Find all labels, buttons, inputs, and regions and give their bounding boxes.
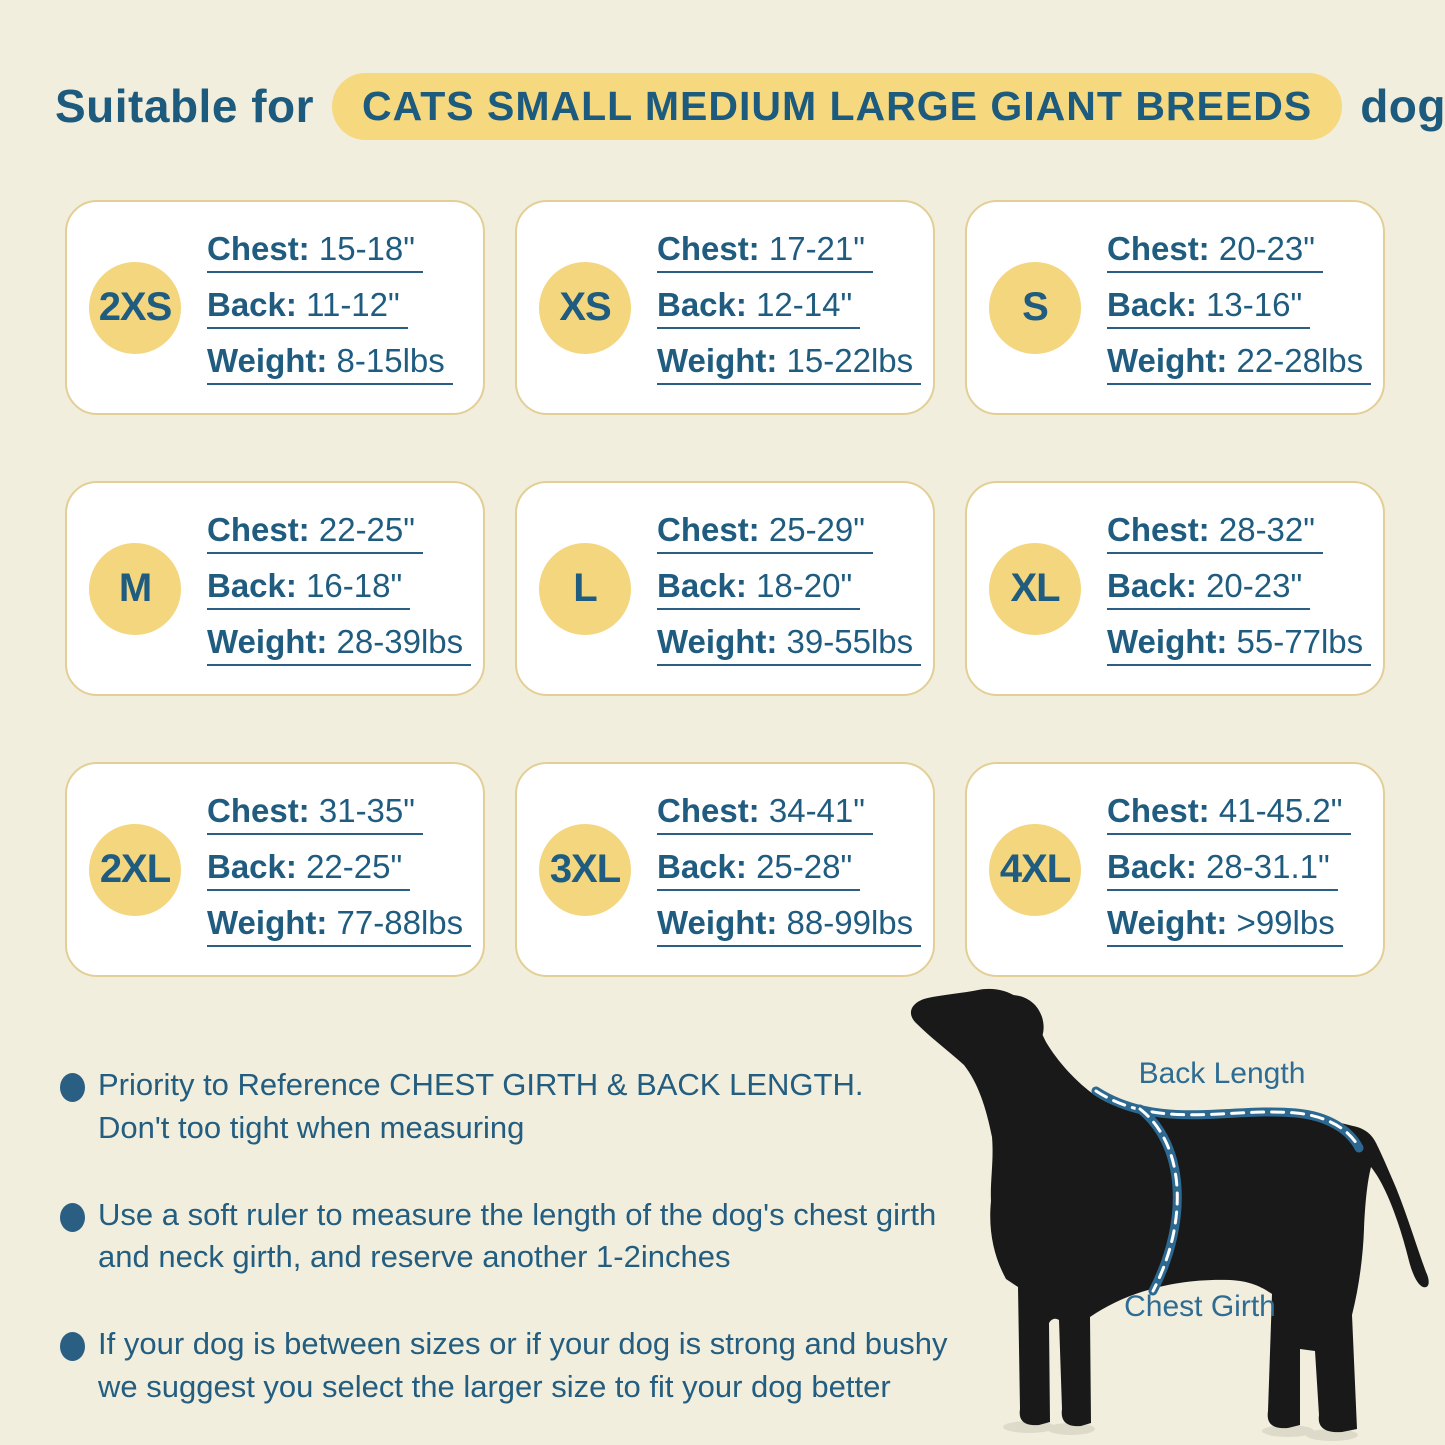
page-title: Suitable for CATS SMALL MEDIUM LARGE GIA…: [55, 68, 1445, 144]
bullet-dot-icon: [60, 1332, 85, 1362]
weight-spec: Weight: 22-28lbs: [1107, 342, 1372, 385]
paw-shadows: [1003, 1421, 1358, 1441]
chest-spec: Chest: 41-45.2": [1107, 792, 1351, 835]
back-spec: Back: 18-20": [657, 567, 861, 610]
weight-spec: Weight: 77-88lbs: [207, 904, 472, 947]
size-specs: Chest: 17-21" Back: 12-14" Weight: 15-22…: [657, 217, 922, 398]
chest-girth-line: [1135, 1104, 1182, 1296]
back-spec: Back: 13-16": [1107, 286, 1311, 329]
weight-spec: Weight: 15-22lbs: [657, 342, 922, 385]
back-spec: Back: 20-23": [1107, 567, 1311, 610]
size-badge: M: [89, 542, 181, 635]
size-specs: Chest: 28-32" Back: 20-23" Weight: 55-77…: [1107, 498, 1372, 679]
chest-spec: Chest: 31-35": [207, 792, 423, 835]
breeds-pill: CATS SMALL MEDIUM LARGE GIANT BREEDS: [332, 72, 1343, 140]
size-card-xs: XS Chest: 17-21" Back: 12-14" Weight: 15…: [515, 200, 935, 415]
size-specs: Chest: 25-29" Back: 18-20" Weight: 39-55…: [657, 498, 922, 679]
size-card-4xl: 4XL Chest: 41-45.2" Back: 28-31.1" Weigh…: [965, 762, 1385, 977]
size-specs: Chest: 41-45.2" Back: 28-31.1" Weight: >…: [1107, 779, 1351, 960]
note-text: Use a soft ruler to measure the length o…: [98, 1196, 937, 1275]
size-specs: Chest: 22-25" Back: 16-18" Weight: 28-39…: [207, 498, 472, 679]
size-specs: Chest: 31-35" Back: 22-25" Weight: 77-88…: [207, 779, 472, 960]
chest-spec: Chest: 15-18": [207, 230, 423, 273]
chest-spec: Chest: 34-41": [657, 792, 873, 835]
note-priority: Priority to Reference CHEST GIRTH & BACK…: [60, 1064, 948, 1150]
title-suffix: dogs: [1360, 80, 1445, 132]
back-spec: Back: 28-31.1": [1107, 848, 1338, 891]
size-card-2xs: 2XS Chest: 15-18" Back: 11-12" Weight: 8…: [65, 200, 485, 415]
size-card-m: M Chest: 22-25" Back: 16-18" Weight: 28-…: [65, 481, 485, 696]
chest-girth-label: Chest Girth: [1124, 1290, 1276, 1323]
back-spec: Back: 25-28": [657, 848, 861, 891]
dog-silhouette: [910, 988, 1429, 1433]
bullet-dot-icon: [60, 1073, 85, 1102]
note-soft-ruler: Use a soft ruler to measure the length o…: [60, 1194, 948, 1280]
size-badge: 3XL: [539, 823, 631, 916]
size-card-2xl: 2XL Chest: 31-35" Back: 22-25" Weight: 7…: [65, 762, 485, 977]
chest-spec: Chest: 17-21": [657, 230, 873, 273]
size-badge: S: [989, 261, 1081, 354]
weight-spec: Weight: 39-55lbs: [657, 623, 922, 666]
chest-spec: Chest: 28-32": [1107, 511, 1323, 554]
size-specs: Chest: 15-18" Back: 11-12" Weight: 8-15l…: [207, 217, 453, 398]
weight-spec: Weight: 8-15lbs: [207, 342, 453, 385]
back-spec: Back: 11-12": [207, 286, 408, 329]
note-text: If your dog is between sizes or if your …: [98, 1326, 948, 1404]
size-card-3xl: 3XL Chest: 34-41" Back: 25-28" Weight: 8…: [515, 762, 935, 977]
weight-spec: Weight: >99lbs: [1107, 904, 1343, 947]
size-badge: XS: [539, 261, 631, 354]
dog-ear: [996, 995, 1044, 1052]
size-cards-grid: 2XS Chest: 15-18" Back: 11-12" Weight: 8…: [65, 200, 1385, 977]
title-prefix: Suitable for: [55, 80, 315, 132]
weight-spec: Weight: 55-77lbs: [1107, 623, 1372, 666]
size-badge: XL: [989, 542, 1081, 635]
back-spec: Back: 12-14": [657, 286, 861, 329]
back-spec: Back: 16-18": [207, 567, 411, 610]
size-badge: L: [539, 542, 631, 635]
chest-spec: Chest: 22-25": [207, 511, 423, 554]
size-specs: Chest: 34-41" Back: 25-28" Weight: 88-99…: [657, 779, 922, 960]
bullet-dot-icon: [60, 1202, 85, 1232]
back-length-label: Back Length: [1139, 1057, 1306, 1090]
chest-spec: Chest: 25-29": [657, 511, 873, 554]
size-card-xl: XL Chest: 28-32" Back: 20-23" Weight: 55…: [965, 481, 1385, 696]
dog-measurement-diagram: Back Length Chest Girth: [910, 988, 1429, 1441]
size-badge: 2XL: [89, 823, 181, 916]
note-text: Priority to Reference CHEST GIRTH & BACK…: [98, 1067, 864, 1145]
weight-spec: Weight: 88-99lbs: [657, 904, 922, 947]
size-card-s: S Chest: 20-23" Back: 13-16" Weight: 22-…: [965, 200, 1385, 415]
size-badge: 4XL: [989, 823, 1081, 916]
size-specs: Chest: 20-23" Back: 13-16" Weight: 22-28…: [1107, 217, 1372, 398]
measuring-notes: Priority to Reference CHEST GIRTH & BACK…: [60, 1064, 948, 1445]
size-badge: 2XS: [89, 261, 181, 354]
chest-spec: Chest: 20-23": [1107, 230, 1323, 273]
weight-spec: Weight: 28-39lbs: [207, 623, 472, 666]
note-between-sizes: If your dog is between sizes or if your …: [60, 1323, 948, 1409]
back-spec: Back: 22-25": [207, 848, 411, 891]
size-card-l: L Chest: 25-29" Back: 18-20" Weight: 39-…: [515, 481, 935, 696]
